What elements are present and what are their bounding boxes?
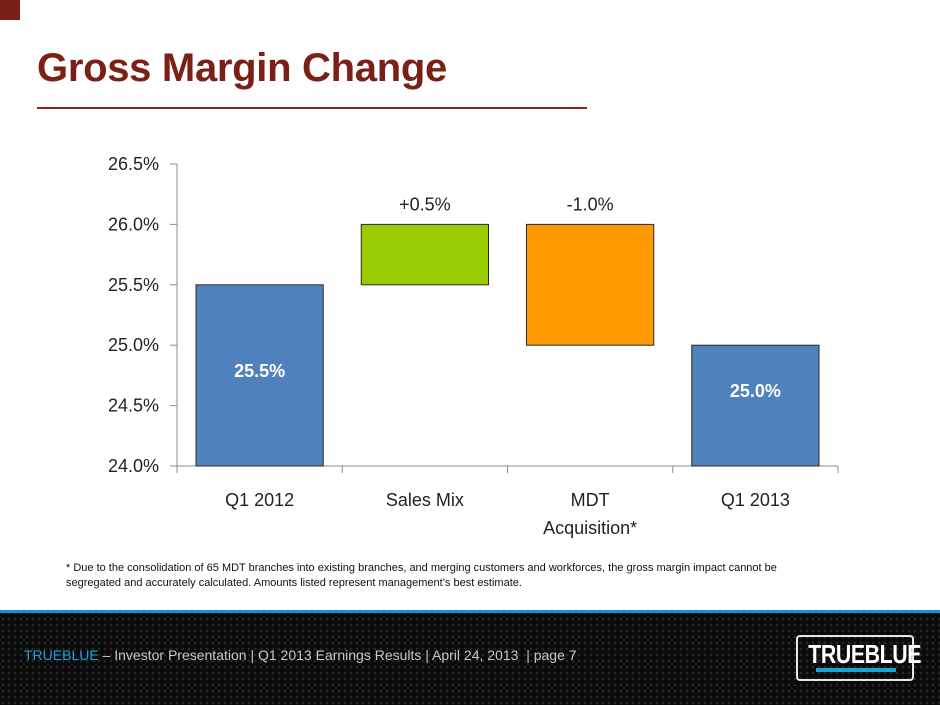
y-axis: 24.0% 24.5% 25.0% 25.5% 26.0% 26.5% [108,154,178,476]
data-labels: 25.5% +0.5% -1.0% 25.0% [234,194,781,401]
total-bar [195,284,324,467]
y-tick-label: 24.5% [108,396,159,416]
trueblue-logo: TRUEBLUE [796,635,922,681]
waterfall-chart: 24.0% 24.5% 25.0% 25.5% 26.0% 26.5% Q1 2012 Sa… [108,154,839,538]
delta-value-label: -1.0% [567,194,614,214]
delta-bar [526,223,655,346]
y-tick-label: 25.5% [108,275,159,295]
bars [195,223,820,467]
footer-text: TRUEBLUE – Investor Presentation | Q1 20… [24,647,577,663]
y-tick-label: 26.5% [108,154,159,174]
bar-value-label: 25.0% [730,381,781,401]
x-category-label: MDT [571,490,610,510]
bar-value-label: 25.5% [234,361,285,381]
total-bar [691,344,820,467]
delta-bar [360,223,489,286]
footer-bar [0,610,940,705]
y-tick-label: 24.0% [108,456,159,476]
footer-brand: TRUEBLUE [24,647,99,663]
x-category-label: Acquisition* [543,518,637,538]
slide-title: Gross Margin Change [37,46,447,90]
logo-underline [816,668,896,672]
x-category-label: Q1 2013 [721,490,790,510]
corner-accent [0,0,20,20]
y-tick-label: 25.0% [108,335,159,355]
footer-divider [0,610,940,613]
x-category-label: Sales Mix [386,490,464,510]
x-axis: Q1 2012 Sales Mix MDT Acquisition* Q1 2013 [176,465,839,538]
footnote: * Due to the consolidation of 65 MDT bra… [66,562,777,589]
y-tick-label: 26.0% [108,214,159,234]
x-category-label: Q1 2012 [225,490,294,510]
delta-value-label: +0.5% [399,194,451,214]
footer-caption: – Investor Presentation | Q1 2013 Earnin… [98,647,577,663]
logo-text: TRUEBLUE [808,639,922,669]
title-underline [37,107,587,109]
